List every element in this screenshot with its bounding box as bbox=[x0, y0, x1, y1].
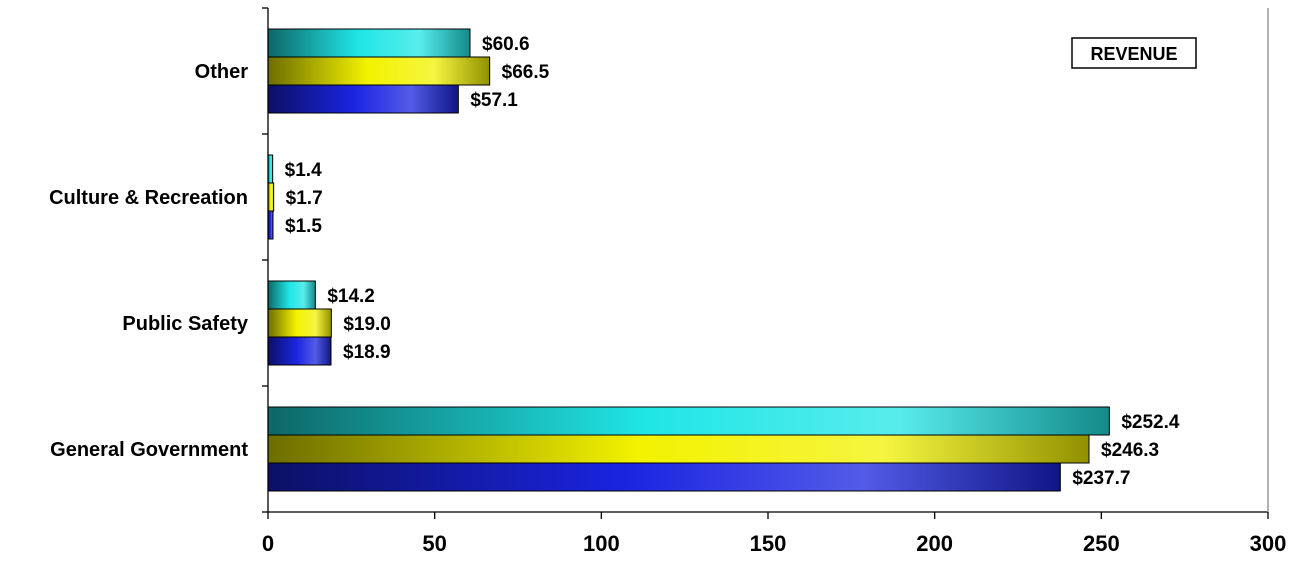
data-label-public-safety-series-2: $19.0 bbox=[343, 314, 391, 335]
bar-culture-and-recreation-series-2 bbox=[267, 182, 275, 212]
data-label-other-series-3: $60.6 bbox=[482, 34, 530, 55]
data-label-other-series-1: $57.1 bbox=[470, 90, 518, 111]
bar-other-series-2 bbox=[267, 56, 491, 86]
revenue-annotation-text: REVENUE bbox=[1090, 44, 1177, 64]
x-tick-label-50: 50 bbox=[422, 531, 446, 556]
data-label-general-government-series-1: $237.7 bbox=[1072, 468, 1130, 489]
data-label-other-series-2: $66.5 bbox=[502, 62, 550, 83]
bar-other-series-3 bbox=[267, 28, 471, 58]
bar-public-safety-series-3 bbox=[267, 280, 316, 310]
category-label-other: Other bbox=[195, 61, 249, 83]
labels-layer: 0 50 100 150 200 250 300 General Government $237… bbox=[49, 34, 1286, 556]
revenue-annotation-box bbox=[1071, 37, 1197, 69]
x-tick-label-0: 0 bbox=[262, 531, 274, 556]
bar-other-series-1 bbox=[267, 84, 459, 114]
data-label-culture-and-recreation-series-2: $1.7 bbox=[286, 188, 323, 209]
bar-general-government-series-2 bbox=[267, 434, 1090, 464]
ticks-layer bbox=[262, 7, 1269, 519]
bar-general-government-series-3 bbox=[267, 406, 1110, 436]
data-label-public-safety-series-3: $14.2 bbox=[327, 286, 375, 307]
bar-general-government-series-1 bbox=[267, 462, 1061, 492]
x-tick-label-250: 250 bbox=[1083, 531, 1120, 556]
data-label-general-government-series-2: $246.3 bbox=[1101, 440, 1159, 461]
data-label-culture-and-recreation-series-1: $1.5 bbox=[285, 216, 322, 237]
data-label-public-safety-series-1: $18.9 bbox=[343, 342, 391, 363]
bar-public-safety-series-1 bbox=[267, 336, 332, 366]
category-label-culture-and-recreation: Culture & Recreation bbox=[49, 187, 248, 209]
data-label-culture-and-recreation-series-3: $1.4 bbox=[285, 160, 322, 181]
category-label-general-government: General Government bbox=[50, 439, 248, 461]
x-tick-label-300: 300 bbox=[1250, 531, 1287, 556]
bar-public-safety-series-2 bbox=[267, 308, 332, 338]
x-tick-label-150: 150 bbox=[750, 531, 787, 556]
x-tick-label-200: 200 bbox=[916, 531, 953, 556]
data-label-general-government-series-3: $252.4 bbox=[1121, 412, 1180, 433]
bars-layer bbox=[267, 28, 1110, 492]
bar-culture-and-recreation-series-1 bbox=[267, 210, 274, 240]
bar-culture-and-recreation-series-3 bbox=[267, 154, 274, 184]
category-label-public-safety: Public Safety bbox=[122, 313, 248, 335]
revenue-annotation: REVENUE bbox=[1071, 37, 1197, 69]
x-tick-label-100: 100 bbox=[583, 531, 620, 556]
